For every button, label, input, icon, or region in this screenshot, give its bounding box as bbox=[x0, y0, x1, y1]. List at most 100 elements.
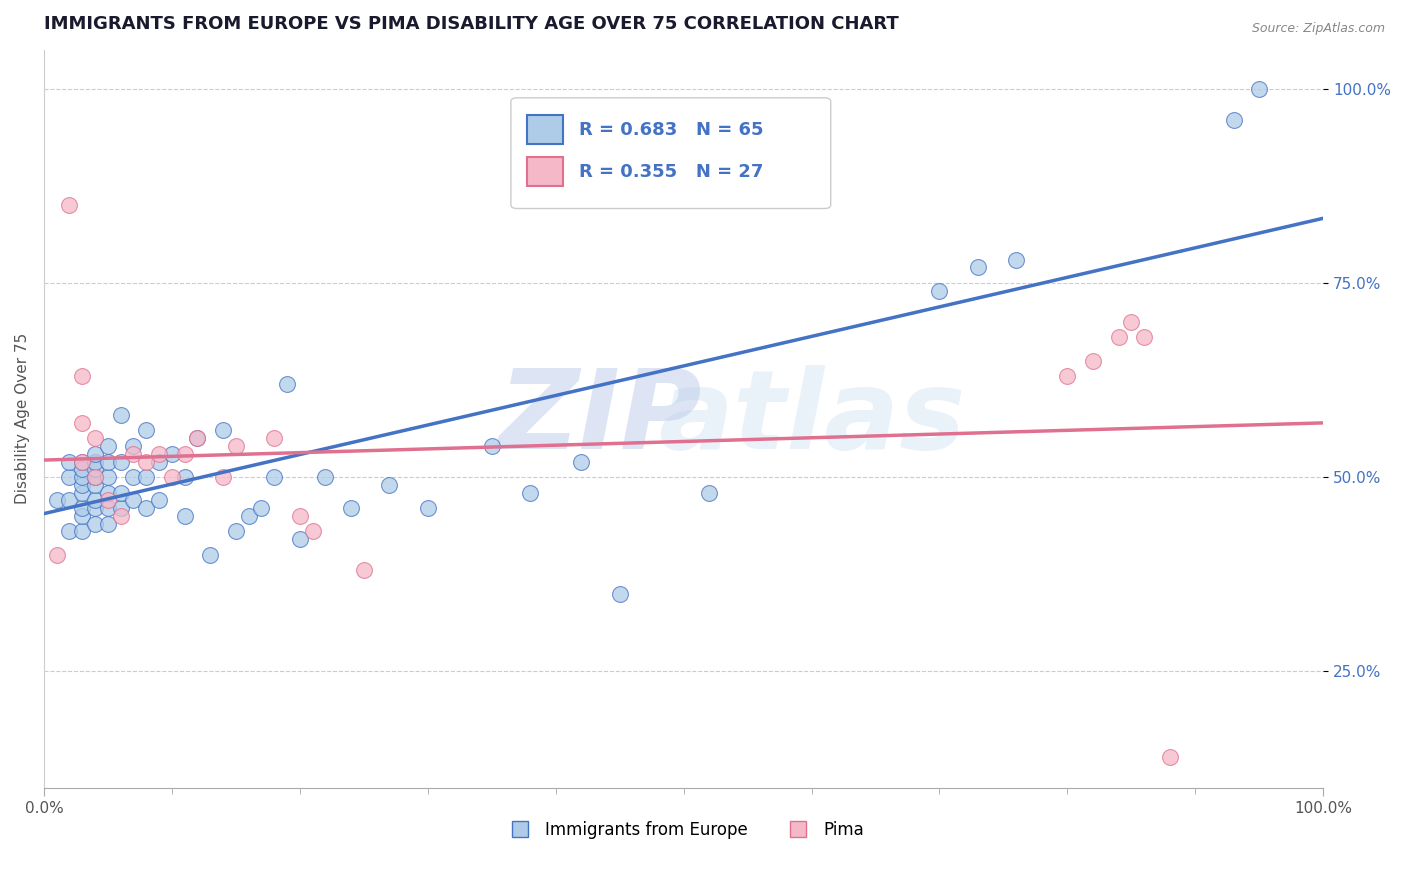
Point bbox=[301, 524, 323, 539]
Text: R = 0.683   N = 65: R = 0.683 N = 65 bbox=[579, 120, 763, 138]
Point bbox=[928, 284, 950, 298]
Point bbox=[72, 462, 94, 476]
Point bbox=[1081, 353, 1104, 368]
Point bbox=[378, 478, 401, 492]
Point bbox=[72, 508, 94, 523]
Point bbox=[569, 454, 592, 468]
Point bbox=[84, 478, 107, 492]
Point bbox=[238, 508, 260, 523]
Point bbox=[1108, 330, 1130, 344]
Point bbox=[97, 439, 120, 453]
Text: IMMIGRANTS FROM EUROPE VS PIMA DISABILITY AGE OVER 75 CORRELATION CHART: IMMIGRANTS FROM EUROPE VS PIMA DISABILIT… bbox=[44, 15, 898, 33]
Point bbox=[135, 501, 157, 516]
FancyBboxPatch shape bbox=[510, 98, 831, 209]
Point bbox=[97, 493, 120, 508]
Point bbox=[72, 454, 94, 468]
Point bbox=[186, 431, 208, 445]
Text: Source: ZipAtlas.com: Source: ZipAtlas.com bbox=[1251, 22, 1385, 36]
Point bbox=[1056, 369, 1078, 384]
Point bbox=[122, 447, 145, 461]
Point bbox=[173, 447, 195, 461]
Point bbox=[263, 470, 285, 484]
Point bbox=[72, 416, 94, 430]
Text: atlas: atlas bbox=[658, 366, 965, 473]
FancyBboxPatch shape bbox=[527, 115, 564, 145]
Point bbox=[122, 470, 145, 484]
Point bbox=[353, 563, 375, 577]
Point bbox=[135, 454, 157, 468]
Point bbox=[481, 439, 503, 453]
Point bbox=[84, 447, 107, 461]
Point bbox=[97, 485, 120, 500]
Point bbox=[84, 516, 107, 531]
Point bbox=[97, 516, 120, 531]
Point bbox=[72, 454, 94, 468]
Point bbox=[263, 431, 285, 445]
Point bbox=[148, 447, 170, 461]
Point bbox=[72, 485, 94, 500]
Point bbox=[1159, 749, 1181, 764]
Point bbox=[966, 260, 988, 275]
Point bbox=[122, 493, 145, 508]
Text: R = 0.355   N = 27: R = 0.355 N = 27 bbox=[579, 162, 763, 180]
Point bbox=[84, 470, 107, 484]
Point bbox=[148, 454, 170, 468]
Point bbox=[45, 493, 67, 508]
Point bbox=[212, 424, 235, 438]
Point bbox=[97, 501, 120, 516]
Point bbox=[58, 454, 80, 468]
Point bbox=[160, 470, 183, 484]
Point bbox=[110, 508, 132, 523]
Point bbox=[225, 439, 247, 453]
Point bbox=[135, 470, 157, 484]
Point bbox=[97, 470, 120, 484]
Point bbox=[110, 501, 132, 516]
Point bbox=[276, 376, 298, 391]
Point bbox=[697, 485, 720, 500]
Point bbox=[97, 454, 120, 468]
Point bbox=[84, 470, 107, 484]
Point bbox=[135, 424, 157, 438]
Point bbox=[1121, 315, 1143, 329]
Point bbox=[1222, 112, 1244, 127]
Point bbox=[1133, 330, 1156, 344]
Point bbox=[84, 493, 107, 508]
Point bbox=[58, 470, 80, 484]
Point bbox=[250, 501, 273, 516]
Point bbox=[110, 408, 132, 422]
Point bbox=[72, 524, 94, 539]
FancyBboxPatch shape bbox=[527, 157, 564, 186]
Point bbox=[225, 524, 247, 539]
Point bbox=[288, 508, 311, 523]
Point bbox=[84, 462, 107, 476]
Point bbox=[110, 454, 132, 468]
Point bbox=[160, 447, 183, 461]
Point bbox=[609, 587, 631, 601]
Point bbox=[340, 501, 363, 516]
Point bbox=[84, 431, 107, 445]
Point bbox=[58, 493, 80, 508]
Point bbox=[122, 439, 145, 453]
Point bbox=[72, 501, 94, 516]
Point bbox=[58, 198, 80, 212]
Point bbox=[72, 470, 94, 484]
Point bbox=[519, 485, 541, 500]
Legend: Immigrants from Europe, Pima: Immigrants from Europe, Pima bbox=[496, 814, 870, 846]
Point bbox=[45, 548, 67, 562]
Point bbox=[1005, 252, 1028, 267]
Point bbox=[1249, 81, 1271, 95]
Point bbox=[173, 470, 195, 484]
Point bbox=[84, 454, 107, 468]
Point bbox=[84, 501, 107, 516]
Text: ZIP: ZIP bbox=[499, 366, 702, 473]
Point bbox=[314, 470, 336, 484]
Point bbox=[72, 369, 94, 384]
Point bbox=[186, 431, 208, 445]
Point bbox=[200, 548, 222, 562]
Point bbox=[148, 493, 170, 508]
Point bbox=[416, 501, 439, 516]
Point bbox=[212, 470, 235, 484]
Point bbox=[110, 485, 132, 500]
Point bbox=[72, 478, 94, 492]
Point bbox=[58, 524, 80, 539]
